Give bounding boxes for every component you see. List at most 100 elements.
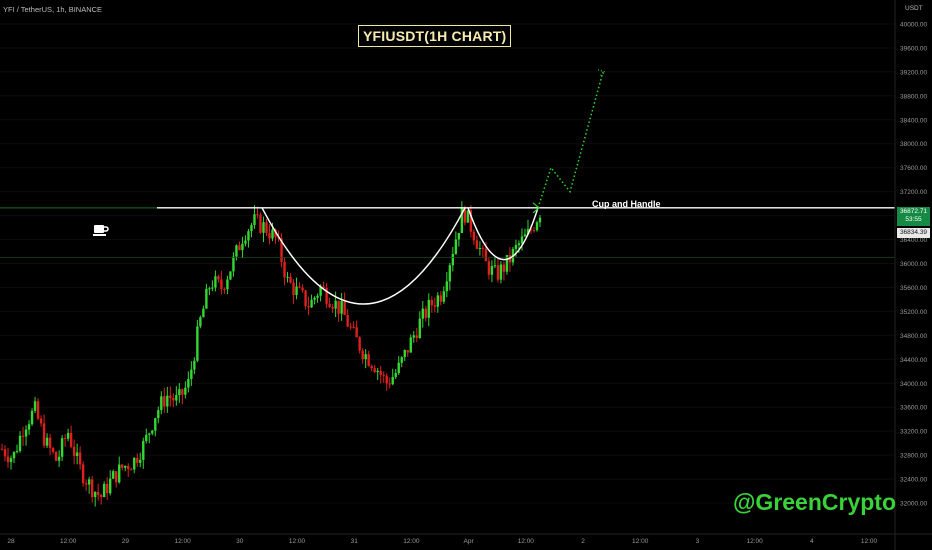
candle-body [63, 438, 67, 440]
candle-body [232, 256, 235, 272]
y-tick-label: 40000.00 [900, 21, 927, 28]
x-tick-label: 2 [581, 538, 585, 545]
y-tick-label: 34400.00 [900, 357, 927, 364]
candle-body [96, 492, 100, 495]
candle-body [472, 231, 476, 241]
candle-body [39, 418, 43, 424]
candle-body [436, 295, 440, 307]
candle-body [124, 465, 127, 468]
y-tick-label: 32000.00 [900, 501, 927, 508]
candle-body [229, 271, 232, 280]
candle-body [90, 479, 94, 498]
candle-body [102, 483, 106, 498]
candle-body [433, 305, 437, 307]
x-tick-label: 28 [7, 538, 15, 545]
candle-body [490, 265, 494, 275]
candle-body [118, 464, 121, 483]
candle-body [148, 433, 151, 435]
candle-body [430, 299, 433, 306]
candle-body [331, 307, 334, 309]
candle-body [154, 418, 157, 431]
candle-body [481, 248, 485, 250]
candle-body [172, 398, 175, 401]
x-tick-label: 12:00 [632, 538, 649, 545]
candle-body [538, 217, 542, 223]
candles [0, 201, 542, 507]
candle-body [139, 459, 142, 463]
x-tick-label: 12:00 [746, 538, 763, 545]
x-tick-label: 12:00 [861, 538, 878, 545]
candle-body [274, 229, 277, 237]
pattern-label: Cup and Handle [592, 199, 661, 209]
y-tick-label: 32800.00 [900, 453, 927, 460]
candle-body [133, 457, 136, 470]
x-tick-label: 12:00 [289, 538, 306, 545]
candle-body [42, 423, 46, 446]
candle-body [502, 264, 506, 272]
candle-body [469, 210, 473, 232]
candle-body [343, 301, 346, 316]
candle-body [340, 301, 343, 314]
candle-body [27, 424, 31, 430]
candle-body [505, 255, 509, 272]
candle-body [244, 240, 247, 244]
candle-body [466, 210, 470, 223]
candle-body [367, 354, 370, 366]
candle-body [109, 478, 112, 494]
candle-body [307, 306, 310, 308]
candle-body [214, 276, 217, 288]
candle-body [30, 410, 34, 425]
candle-body [262, 222, 265, 233]
candle-body [454, 239, 458, 254]
candle-body [409, 337, 412, 353]
candle-body [334, 300, 337, 309]
candle-body [316, 295, 319, 298]
candle-body [496, 265, 500, 280]
candle-body [24, 429, 28, 437]
candle-body [112, 471, 115, 479]
y-tick-label: 35200.00 [900, 309, 927, 316]
candle-body [115, 471, 118, 483]
x-tick-label: 31 [351, 538, 359, 545]
y-tick-label: 36000.00 [900, 261, 927, 268]
candle-body [289, 276, 292, 283]
candle-body [21, 435, 25, 437]
candle-body [105, 483, 109, 494]
candle-body [33, 401, 37, 411]
candle-body [75, 452, 79, 457]
candle-body [259, 214, 262, 233]
y-tick-label: 38000.00 [900, 141, 927, 148]
candle-body [121, 464, 124, 468]
candle-body [304, 290, 307, 307]
candle-body [379, 370, 382, 375]
candle-body [475, 240, 479, 249]
candle-body [376, 370, 379, 373]
candle-body [202, 308, 205, 318]
candle-body [406, 350, 409, 353]
candle-body [51, 447, 55, 452]
candle-body [328, 303, 331, 308]
candle-body [319, 286, 322, 296]
candle-body [448, 265, 452, 282]
candle-body [370, 365, 373, 369]
candle-body [535, 222, 539, 231]
candle-body [478, 248, 482, 250]
candle-body [427, 299, 430, 318]
candle-body [136, 457, 139, 463]
candle-body [181, 389, 184, 395]
candle-body [346, 315, 349, 327]
y-tick-label: 34800.00 [900, 333, 927, 340]
candle-body [358, 337, 361, 351]
candle-body [175, 394, 178, 401]
x-tick-label: Apr [464, 538, 475, 545]
candle-body [54, 451, 58, 461]
candle-body [93, 492, 97, 498]
candle-body [520, 236, 524, 244]
time-axis: 28 12:00 29 12:00 30 12:00 31 12:00 Apr 12:00 2 12:… [0, 533, 932, 545]
y-tick-label: 38400.00 [900, 117, 927, 124]
candle-body [238, 245, 241, 251]
candle-body [187, 378, 190, 388]
candle-body [388, 383, 391, 385]
candle-body [199, 317, 202, 327]
